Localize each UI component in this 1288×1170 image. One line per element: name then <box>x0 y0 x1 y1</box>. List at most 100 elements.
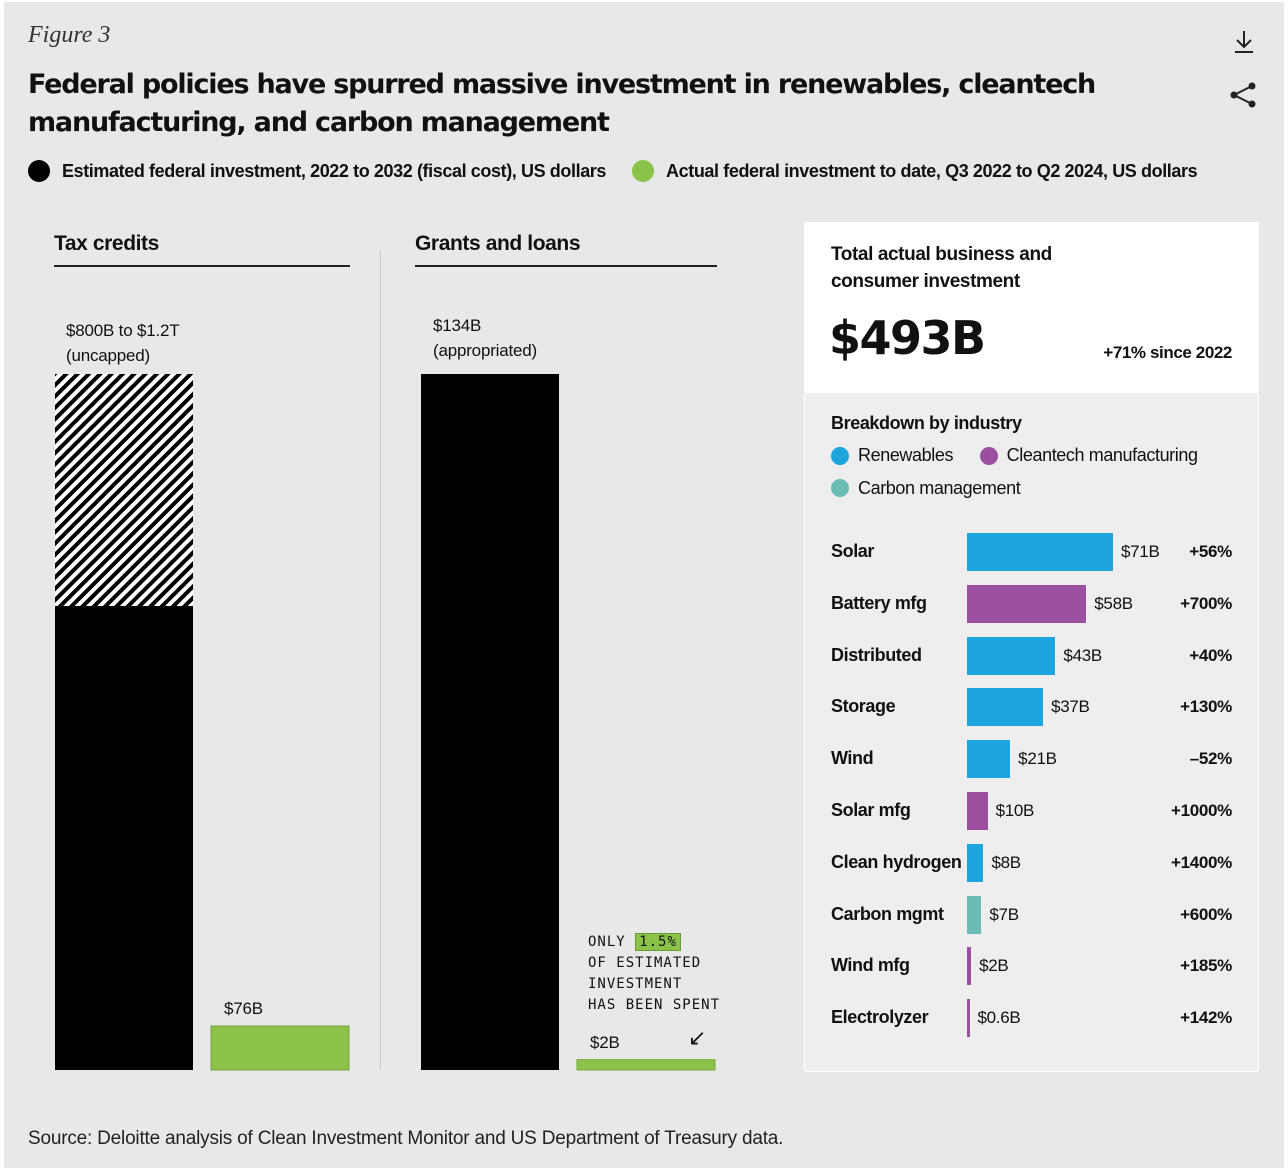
tax-credits-rule <box>54 265 350 267</box>
grants-loans-actual-label: $2B <box>590 1033 620 1052</box>
industry-row: Storage $37B +130% <box>805 688 1258 728</box>
industry-name: Wind mfg <box>831 955 910 976</box>
grants-loans-estimated-bar <box>421 374 559 1070</box>
industry-name: Storage <box>831 696 896 717</box>
figure-label: Figure 3 <box>28 22 111 48</box>
industry-bar <box>967 740 1011 779</box>
annotation-line3: INVESTMENT <box>588 976 683 992</box>
industry-change-label: +56% <box>1189 542 1232 561</box>
industry-row: Distributed $43B +40% <box>805 636 1258 677</box>
figure: Figure 3 Federal policies have spurred m… <box>4 2 1284 1168</box>
grants-loans-rule <box>415 265 717 267</box>
grants-loans-estimated-label-line1: $134B <box>433 316 482 335</box>
industry-change-label: +185% <box>1180 956 1232 976</box>
industry-bar <box>967 533 1113 571</box>
industry-row: Wind mfg $2B +185% <box>805 947 1258 987</box>
industry-change-label: –52% <box>1189 749 1233 769</box>
panel-divider <box>380 250 381 1070</box>
industry-bar <box>967 999 970 1038</box>
total-investment-change: +71% since 2022 <box>1103 343 1232 362</box>
source-note: Source: Deloitte analysis of Clean Inves… <box>28 1128 784 1149</box>
industry-value-label: $7B <box>989 904 1019 924</box>
legend-label-actual: Actual federal investment to date, Q3 20… <box>666 160 1198 181</box>
industry-value-label: $2B <box>979 956 1009 976</box>
tax-credits-actual-label: $76B <box>224 999 263 1018</box>
legend-item-cleantech: Cleantech manufacturing <box>979 445 1198 466</box>
industry-value-label: $37B <box>1051 697 1090 717</box>
share-icon[interactable] <box>1228 80 1258 110</box>
annotation-line4: HAS BEEN SPENT <box>588 997 721 1013</box>
tax-credits-estimated-label-line1: $800B to $1.2T <box>66 321 180 340</box>
industry-bar <box>967 895 982 934</box>
annotation-line1: ONLY <box>588 934 626 950</box>
industry-bar <box>967 584 1087 623</box>
legend-item-actual: Actual federal investment to date, Q3 20… <box>632 160 1198 182</box>
grants-loans-estimated-label-line2: (appropriated) <box>433 341 537 360</box>
total-investment-box: Total actual business and consumer inves… <box>805 223 1258 393</box>
grants-loans-estimated-label: $134B (appropriated) <box>433 313 537 363</box>
tax-credits-actual-bar <box>210 1025 350 1071</box>
legend-swatch-actual <box>632 160 655 182</box>
industry-change-label: +1400% <box>1170 852 1232 872</box>
industry-name: Battery mfg <box>831 592 927 613</box>
industry-name: Distributed <box>831 644 922 665</box>
legend-item-carbon: Carbon management <box>831 478 1241 499</box>
legend-swatch-estimated <box>28 160 50 182</box>
grants-loans-actual-bar <box>576 1059 716 1071</box>
industry-row: Solar mfg $10B +1000% <box>805 792 1258 832</box>
tax-credits-estimated-uncapped-bar <box>55 374 193 606</box>
legend-label-renewables: Renewables <box>858 445 954 465</box>
industry-bar <box>967 843 984 882</box>
industry-row: Electrolyzer $0.6B +142% <box>805 999 1258 1039</box>
industry-value-label: $43B <box>1063 645 1102 665</box>
chart-title: Federal policies have spurred massive in… <box>28 69 1096 138</box>
legend-item-renewables: Renewables <box>831 445 953 466</box>
industry-change-label: +130% <box>1180 697 1232 717</box>
industry-change-label: +142% <box>1180 1008 1232 1028</box>
tax-credits-title: Tax credits <box>54 232 159 255</box>
grants-loans-title: Grants and loans <box>415 232 581 255</box>
industry-name: Clean hydrogen <box>831 851 962 872</box>
industry-change-label: +40% <box>1189 645 1232 665</box>
total-investment-value: $493B <box>829 311 986 365</box>
industry-row: Battery mfg $58B +700% <box>805 584 1258 625</box>
industry-value-label: $10B <box>995 801 1035 820</box>
download-icon[interactable] <box>1230 28 1258 56</box>
industry-row: Wind $21B –52% <box>805 740 1258 780</box>
tax-credits-estimated-bar <box>55 606 193 1070</box>
industry-bar <box>967 947 972 986</box>
industry-value-label: $21B <box>1018 749 1057 769</box>
industry-change-label: +600% <box>1180 904 1232 924</box>
industry-value-label: $8B <box>991 852 1021 872</box>
industry-bar <box>967 636 1056 675</box>
industry-name: Wind <box>831 748 874 769</box>
legend-item-estimated: Estimated federal investment, 2022 to 20… <box>28 160 606 182</box>
legend: Estimated federal investment, 2022 to 20… <box>28 160 1198 182</box>
annotation-line2: OF ESTIMATED <box>588 955 702 971</box>
industry-change-label: +700% <box>1180 593 1232 613</box>
tax-credits-estimated-label-line2: (uncapped) <box>66 346 151 365</box>
industry-name: Carbon mgmt <box>831 903 944 924</box>
legend-label-cleantech: Cleantech manufacturing <box>1006 445 1198 465</box>
tax-credits-estimated-label: $800B to $1.2T (uncapped) <box>66 318 180 368</box>
industry-name: Solar <box>831 541 875 561</box>
spending-annotation: ONLY 1.5% OF ESTIMATED INVESTMENT HAS BE… <box>588 932 720 1016</box>
industry-value-label: $58B <box>1094 593 1133 613</box>
industry-legend: Renewables Cleantech manufacturing Carbo… <box>831 445 1241 499</box>
industry-row: Solar $71B +56% <box>805 533 1258 573</box>
industry-value-label: $71B <box>1121 542 1160 561</box>
legend-swatch-cleantech <box>979 446 998 465</box>
industry-name: Electrolyzer <box>831 1007 929 1028</box>
legend-swatch-carbon <box>831 479 849 497</box>
annotation-highlight: 1.5% <box>635 933 681 951</box>
industry-bar <box>967 688 1044 727</box>
industry-panel: Total actual business and consumer inves… <box>804 222 1259 1072</box>
legend-label-estimated: Estimated federal investment, 2022 to 20… <box>62 160 607 181</box>
legend-label-carbon: Carbon management <box>858 477 1021 498</box>
legend-swatch-renewables <box>831 446 849 465</box>
industry-change-label: +1000% <box>1170 801 1232 820</box>
industry-row: Clean hydrogen $8B +1400% <box>805 843 1258 884</box>
grants-loans-bars <box>421 374 716 1071</box>
breakdown-title: Breakdown by industry <box>831 413 1022 433</box>
total-investment-title: Total actual business and consumer inves… <box>831 244 1052 292</box>
